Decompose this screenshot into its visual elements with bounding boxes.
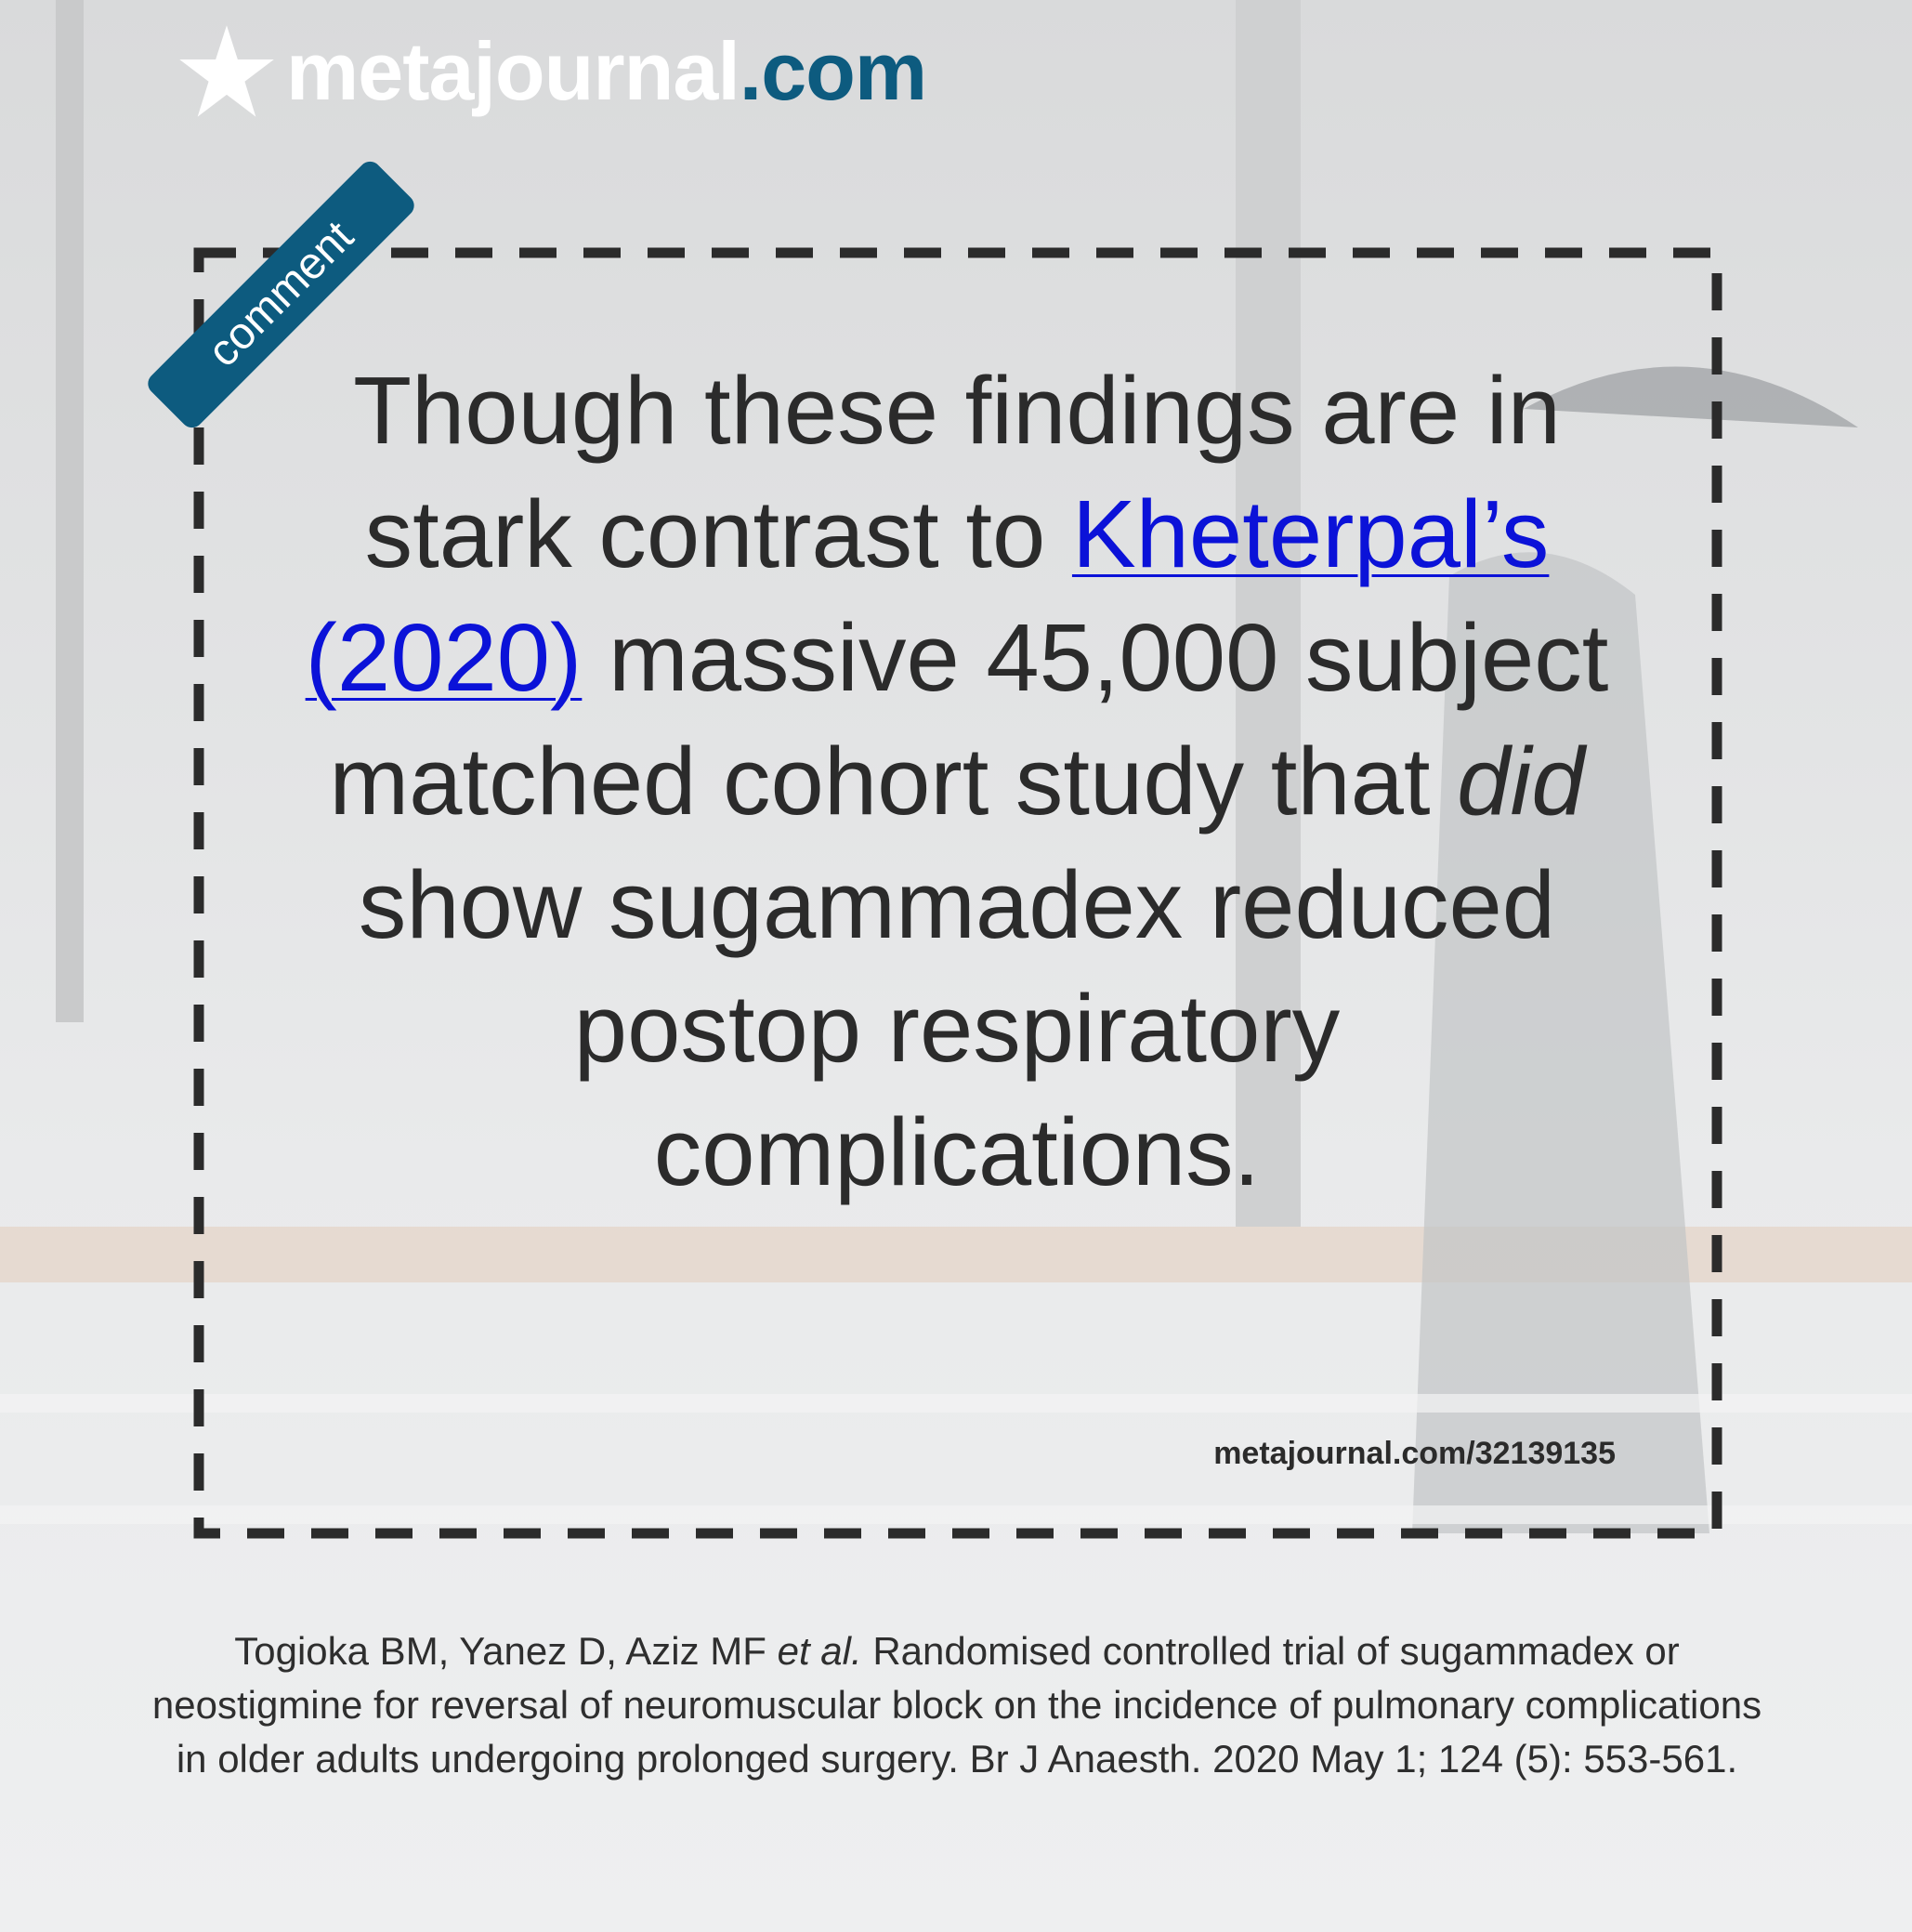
logo[interactable]: metajournal .com xyxy=(177,20,927,123)
citation: Togioka BM, Yanez D, Aziz MF et al. Rand… xyxy=(139,1624,1774,1786)
brand-tld: .com xyxy=(739,25,927,117)
quote-text: show sugammadex reduced postop respirato… xyxy=(358,851,1556,1205)
quote-link[interactable]: Kheterpal’s (2020) xyxy=(305,480,1550,711)
quote-text: Though these findings are in stark contr… xyxy=(353,357,1561,587)
citation-text: Randomised controlled trial of sugammade… xyxy=(151,1629,1762,1781)
quote-emphasis: did xyxy=(1457,728,1585,835)
citation-emphasis: et al. xyxy=(777,1629,862,1673)
brand-name: metajournal xyxy=(286,25,740,117)
quote-text: massive 45,000 subject matched cohort st… xyxy=(329,604,1609,835)
citation-text: Togioka BM, Yanez D, Aziz MF xyxy=(234,1629,778,1673)
article-url: metajournal.com/32139135 xyxy=(1213,1436,1616,1471)
quote: Though these findings are in stark contr… xyxy=(297,348,1617,1214)
logo-star xyxy=(179,25,274,117)
